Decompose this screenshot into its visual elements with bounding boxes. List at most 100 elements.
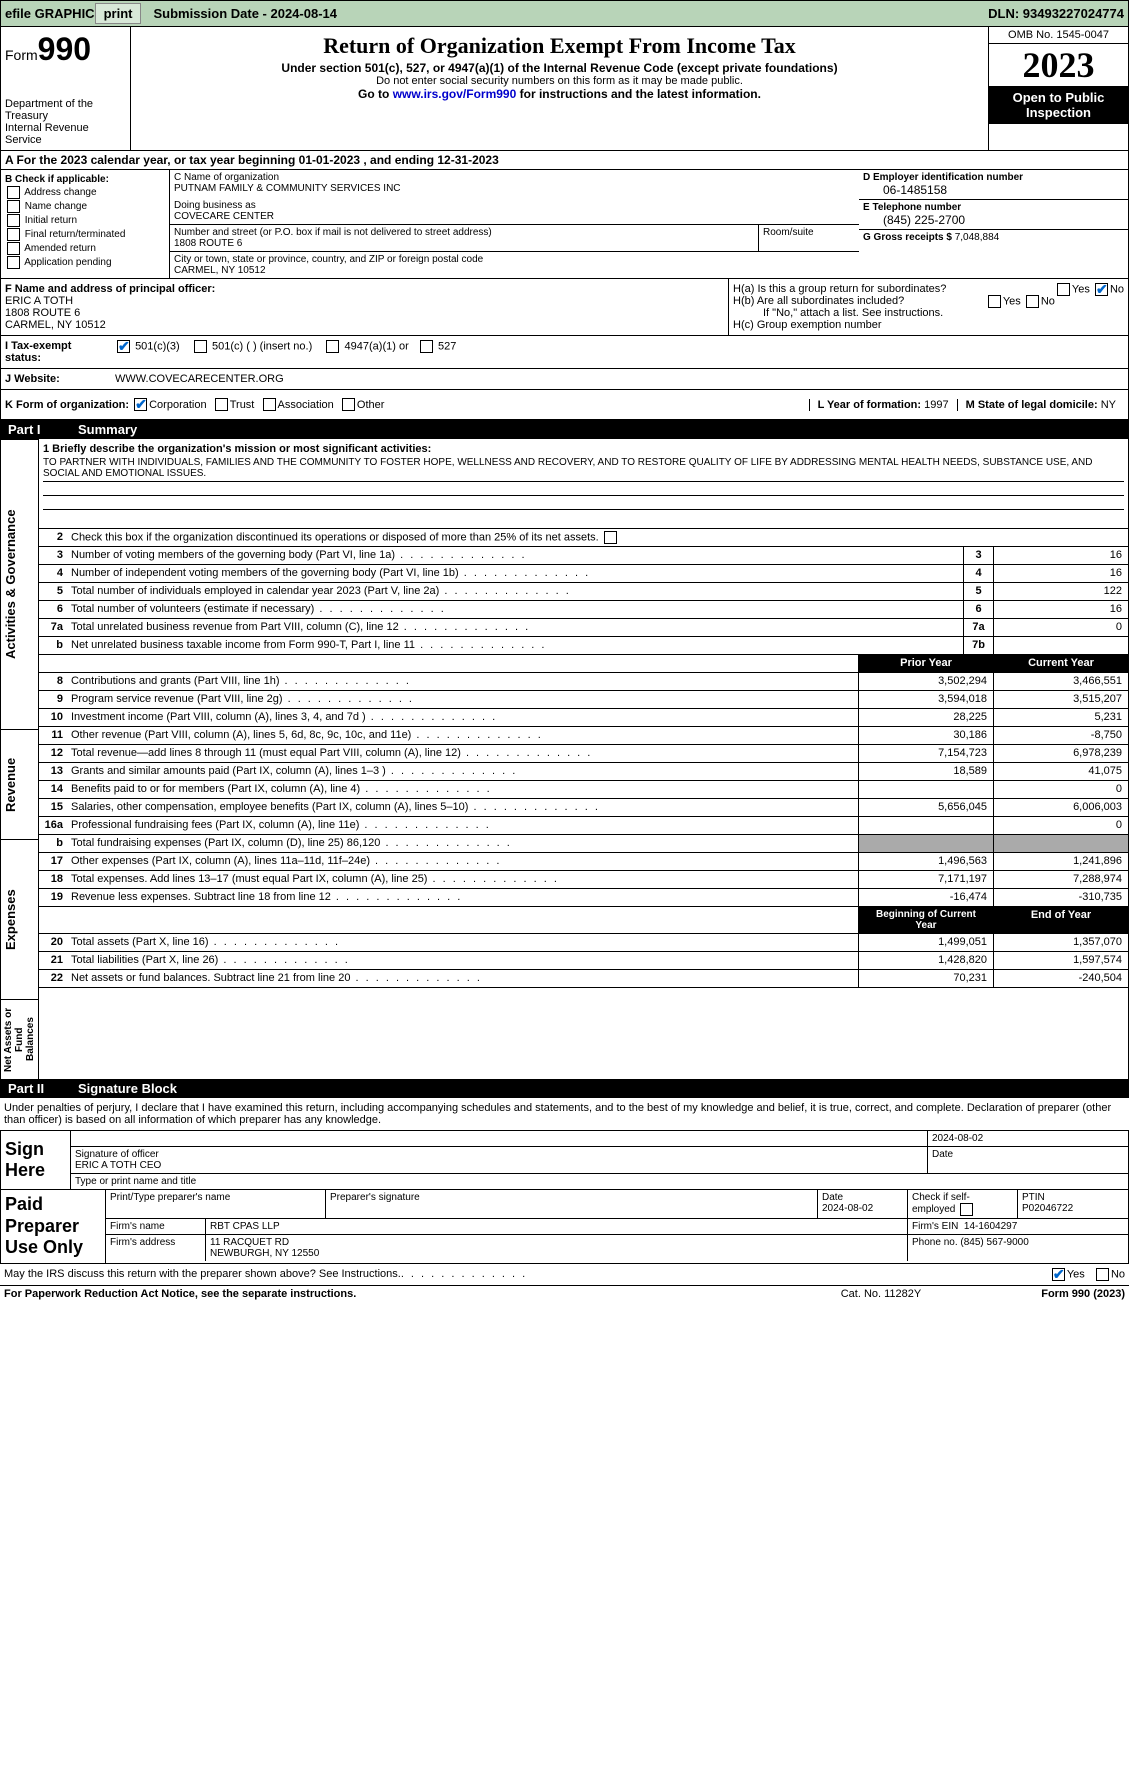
line-b: bTotal fundraising expenses (Part IX, co…	[39, 835, 1128, 853]
org-name: PUTNAM FAMILY & COMMUNITY SERVICES INC	[174, 183, 855, 194]
line-14: 14Benefits paid to or for members (Part …	[39, 781, 1128, 799]
section-bcd: B Check if applicable: Address change Na…	[0, 170, 1129, 279]
year-formation: L Year of formation: 1997	[809, 399, 957, 411]
line-b: bNet unrelated business taxable income f…	[39, 637, 1128, 655]
page-footer: For Paperwork Reduction Act Notice, see …	[0, 1286, 1129, 1302]
chk-corporation[interactable]	[134, 398, 147, 411]
line-10: 10Investment income (Part VIII, column (…	[39, 709, 1128, 727]
sign-date: 2024-08-02	[928, 1131, 1128, 1146]
chk-initial-return[interactable]: Initial return	[5, 214, 165, 227]
summary-body: Activities & Governance Revenue Expenses…	[0, 439, 1129, 1079]
line-20: 20Total assets (Part X, line 16)1,499,05…	[39, 934, 1128, 952]
firm-phone: (845) 567-9000	[960, 1237, 1028, 1248]
mission-text: TO PARTNER WITH INDIVIDUALS, FAMILIES AN…	[43, 455, 1124, 482]
line-7a: 7aTotal unrelated business revenue from …	[39, 619, 1128, 637]
form-header: Form990 Department of the Treasury Inter…	[0, 27, 1129, 151]
line-8: 8Contributions and grants (Part VIII, li…	[39, 673, 1128, 691]
period-row: A For the 2023 calendar year, or tax yea…	[0, 151, 1129, 170]
line-15: 15Salaries, other compensation, employee…	[39, 799, 1128, 817]
form-number: Form990	[5, 31, 126, 68]
part-ii-header: Part II Signature Block	[0, 1079, 1129, 1098]
h-b-row: H(b) Are all subordinates included? Yes …	[733, 295, 1124, 307]
prep-date: 2024-08-02	[822, 1203, 873, 1214]
line-21: 21Total liabilities (Part X, line 26)1,4…	[39, 952, 1128, 970]
firm-ein: 14-1604297	[964, 1221, 1017, 1232]
col-headers-1: Prior Year Current Year	[39, 655, 1128, 673]
street-row: Number and street (or P.O. box if mail i…	[170, 225, 859, 252]
section-c: C Name of organization PUTNAM FAMILY & C…	[170, 170, 859, 279]
line-3: 3Number of voting members of the governi…	[39, 547, 1128, 565]
dln-label: DLN: 93493227024774	[988, 6, 1124, 21]
chk-name-change[interactable]: Name change	[5, 200, 165, 213]
ssn-note: Do not enter social security numbers on …	[139, 75, 980, 87]
firm-address: 11 RACQUET RD NEWBURGH, NY 12550	[206, 1235, 908, 1261]
chk-501c[interactable]	[194, 340, 207, 353]
side-expenses: Expenses	[0, 839, 39, 999]
form-subtitle: Under section 501(c), 527, or 4947(a)(1)…	[139, 61, 980, 75]
officer-signature-name: ERIC A TOTH CEO	[75, 1160, 923, 1171]
section-b-label: B Check if applicable:	[5, 174, 165, 185]
chk-527[interactable]	[420, 340, 433, 353]
line-9: 9Program service revenue (Part VIII, lin…	[39, 691, 1128, 709]
org-name-box: C Name of organization PUTNAM FAMILY & C…	[170, 170, 859, 225]
print-button[interactable]: print	[95, 3, 142, 24]
h-a-row: H(a) Is this a group return for subordin…	[733, 283, 1124, 295]
submission-date: Submission Date - 2024-08-14	[153, 6, 337, 21]
line-11: 11Other revenue (Part VIII, column (A), …	[39, 727, 1128, 745]
city-row: City or town, state or province, country…	[170, 252, 859, 279]
open-public-badge: Open to Public Inspection	[989, 86, 1128, 124]
city-address: CARMEL, NY 10512	[174, 265, 855, 276]
part-i-header: Part I Summary	[0, 420, 1129, 439]
ptin-value: P02046722	[1022, 1203, 1073, 1214]
chk-other[interactable]	[342, 398, 355, 411]
chk-application-pending[interactable]: Application pending	[5, 256, 165, 269]
side-governance: Activities & Governance	[0, 439, 39, 729]
gross-receipts: 7,048,884	[955, 232, 1000, 243]
chk-amended-return[interactable]: Amended return	[5, 242, 165, 255]
efile-label: efile GRAPHIC	[5, 6, 95, 21]
room-suite: Room/suite	[759, 225, 859, 251]
irs-link[interactable]: www.irs.gov/Form990	[393, 87, 517, 101]
header-left: Form990 Department of the Treasury Inter…	[1, 27, 131, 150]
line-6: 6Total number of volunteers (estimate if…	[39, 601, 1128, 619]
mission-block: 1 Briefly describe the organization's mi…	[39, 439, 1128, 529]
line-19: 19Revenue less expenses. Subtract line 1…	[39, 889, 1128, 907]
header-mid: Return of Organization Exempt From Incom…	[131, 27, 988, 150]
state-domicile: M State of legal domicile: NY	[957, 399, 1124, 411]
chk-address-change[interactable]: Address change	[5, 186, 165, 199]
paid-preparer-block: Paid Preparer Use Only Print/Type prepar…	[0, 1190, 1129, 1264]
sign-here-label: Sign Here	[0, 1131, 70, 1189]
line-2: 2 Check this box if the organization dis…	[39, 529, 1128, 547]
paid-preparer-label: Paid Preparer Use Only	[0, 1190, 105, 1263]
section-b: B Check if applicable: Address change Na…	[0, 170, 170, 279]
col-headers-2: Beginning of Current Year End of Year	[39, 907, 1128, 934]
chk-501c3[interactable]	[117, 340, 130, 353]
chk-4947[interactable]	[326, 340, 339, 353]
line-16a: 16aProfessional fundraising fees (Part I…	[39, 817, 1128, 835]
omb-number: OMB No. 1545-0047	[989, 27, 1128, 44]
website-value: WWW.COVECARECENTER.ORG	[111, 369, 288, 389]
form-title: Return of Organization Exempt From Incom…	[139, 33, 980, 59]
chk-trust[interactable]	[215, 398, 228, 411]
discuss-no[interactable]	[1096, 1268, 1109, 1281]
line-13: 13Grants and similar amounts paid (Part …	[39, 763, 1128, 781]
tax-status-row: I Tax-exempt status: 501(c)(3) 501(c) ( …	[0, 336, 1129, 369]
officer-h-row: F Name and address of principal officer:…	[0, 279, 1129, 336]
section-f: F Name and address of principal officer:…	[0, 279, 729, 335]
dept-label: Department of the Treasury Internal Reve…	[5, 98, 126, 146]
line-4: 4Number of independent voting members of…	[39, 565, 1128, 583]
signature-intro: Under penalties of perjury, I declare th…	[0, 1098, 1129, 1131]
chk-association[interactable]	[263, 398, 276, 411]
chk-final-return[interactable]: Final return/terminated	[5, 228, 165, 241]
line-22: 22Net assets or fund balances. Subtract …	[39, 970, 1128, 988]
line-18: 18Total expenses. Add lines 13–17 (must …	[39, 871, 1128, 889]
summary-content: 1 Briefly describe the organization's mi…	[39, 439, 1129, 1079]
h-c-row: H(c) Group exemption number	[733, 319, 1124, 331]
goto-note: Go to www.irs.gov/Form990 for instructio…	[139, 87, 980, 101]
section-h: H(a) Is this a group return for subordin…	[729, 279, 1129, 335]
website-row: J Website: WWW.COVECARECENTER.ORG	[0, 369, 1129, 390]
k-org-row: K Form of organization: Corporation Trus…	[0, 390, 1129, 420]
header-right: OMB No. 1545-0047 2023 Open to Public In…	[988, 27, 1128, 150]
discuss-row: May the IRS discuss this return with the…	[0, 1264, 1129, 1286]
discuss-yes[interactable]	[1052, 1268, 1065, 1281]
